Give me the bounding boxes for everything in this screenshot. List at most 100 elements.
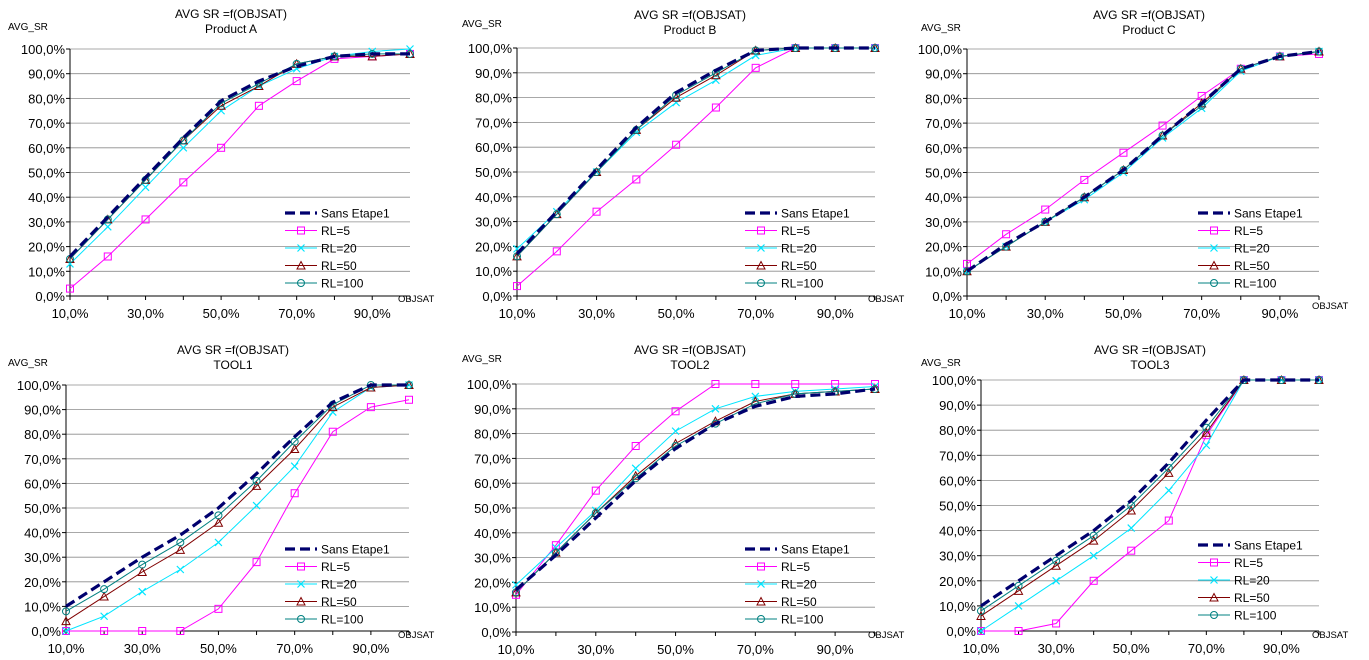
legend-entry: RL=100	[781, 613, 824, 627]
legend-marker	[1210, 279, 1218, 287]
series-rl-5	[62, 395, 413, 635]
data-point	[141, 215, 150, 224]
legend-entry: RL=5	[321, 224, 350, 238]
legend-marker	[297, 279, 305, 287]
y-tick-label: 80,0%	[474, 427, 511, 442]
legend: Sans Etape1 RL=5 RL=20 RL=50 RL=100	[1198, 207, 1303, 291]
legend-marker	[1209, 592, 1219, 602]
y-tick-label: 100,0%	[932, 373, 977, 388]
data-point	[176, 627, 185, 635]
series-line	[966, 49, 1320, 273]
y-tick-label: 40,0%	[939, 524, 976, 539]
data-point	[1051, 560, 1061, 570]
data-point	[1052, 576, 1061, 585]
y-tick-label: 90,0%	[474, 402, 511, 417]
legend-entry: RL=20	[1234, 242, 1270, 256]
y-tick-label: 70,0%	[925, 116, 962, 131]
x-tick-label: 10,0%	[949, 306, 986, 321]
series-line	[65, 383, 409, 608]
series-sans-etape1	[980, 378, 1319, 608]
data-point	[292, 77, 301, 86]
chart-subtitle: Product C	[1122, 23, 1176, 37]
series-sans-etape1	[68, 52, 410, 258]
data-point	[217, 143, 226, 152]
chart-subtitle: TOOL3	[1130, 358, 1169, 372]
series-rl-5	[512, 380, 879, 599]
y-tick-label: 30,0%	[925, 215, 962, 230]
chart-title: AVG SR =f(OBJSAT)	[175, 7, 287, 21]
x-tick-label: 30,0%	[577, 642, 614, 657]
series-rl-100	[513, 44, 879, 261]
data-point	[214, 511, 223, 520]
chart-panel-3: AVG SR =f(OBJSAT)Product C AVG_SR OBJSAT 0,…	[918, 8, 1349, 321]
x-tick-label: 70,0%	[737, 306, 774, 321]
data-point	[290, 462, 299, 471]
legend-entry: RL=5	[1234, 556, 1263, 570]
series-rl-50	[512, 42, 880, 261]
series-rl-50	[976, 374, 1324, 620]
data-point	[254, 101, 263, 110]
series-sans-etape1	[966, 49, 1320, 273]
data-point	[290, 489, 299, 498]
data-point	[963, 267, 971, 276]
x-tick-label: 30,0%	[124, 641, 161, 656]
data-point	[138, 587, 147, 596]
data-point	[751, 380, 760, 388]
chart-subtitle: Product A	[205, 22, 257, 36]
legend-entry: RL=50	[1234, 591, 1270, 605]
y-tick-label: 20,0%	[24, 575, 61, 590]
data-point	[711, 76, 720, 85]
data-point	[1080, 193, 1089, 202]
y-tick-label: 50,0%	[28, 166, 65, 181]
series-line	[66, 399, 410, 632]
data-point	[62, 607, 70, 616]
data-point	[1080, 175, 1089, 184]
legend-entry: RL=20	[1234, 574, 1270, 588]
legend-marker	[756, 596, 766, 606]
x-tick-label: 50,0%	[203, 306, 240, 321]
series-line	[966, 53, 1320, 265]
x-tick-label: 90,0%	[1261, 306, 1298, 321]
data-point	[252, 558, 261, 567]
y-tick-label: 0,0%	[35, 289, 65, 304]
data-point	[711, 404, 720, 413]
y-tick-label: 90,0%	[28, 67, 65, 82]
y-tick-label: 100,0%	[918, 42, 963, 57]
legend-marker	[297, 562, 305, 571]
y-tick-label: 40,0%	[475, 190, 512, 205]
data-point	[290, 437, 299, 446]
data-point	[176, 565, 185, 574]
y-tick-label: 90,0%	[939, 398, 976, 413]
data-point	[405, 395, 413, 404]
data-point	[1126, 505, 1137, 515]
y-tick-label: 30,0%	[939, 549, 976, 564]
x-tick-label: 10,0%	[498, 642, 535, 657]
series-rl-50	[61, 379, 414, 626]
legend-entry: RL=5	[321, 560, 350, 574]
data-point	[976, 610, 986, 620]
y-tick-label: 90,0%	[925, 67, 962, 82]
chart-panel-4: AVG SR =f(OBJSAT)TOOL1 AVG_SR OBJSAT 0,0% 10…	[8, 343, 434, 656]
legend-entry: Sans Etape1	[321, 207, 390, 221]
series-line	[65, 384, 410, 632]
series-rl-100	[62, 381, 413, 616]
x-axis-label: OBJSAT	[398, 630, 434, 641]
chart-subtitle: TOOL2	[670, 358, 709, 372]
y-tick-label: 30,0%	[474, 551, 511, 566]
series-sans-etape1	[514, 387, 876, 592]
y-tick-label: 0,0%	[946, 624, 976, 639]
y-tick-label: 60,0%	[925, 141, 962, 156]
y-tick-label: 20,0%	[475, 239, 512, 254]
x-tick-label: 10,0%	[52, 306, 89, 321]
legend-marker	[1210, 226, 1218, 235]
legend-entry: RL=5	[781, 224, 810, 238]
data-point	[552, 247, 561, 256]
series-line	[515, 386, 876, 586]
y-tick-label: 60,0%	[939, 473, 976, 488]
y-tick-label: 0,0%	[482, 289, 512, 304]
legend-marker	[757, 244, 765, 252]
y-tick-label: 40,0%	[24, 526, 61, 541]
legend-marker	[757, 615, 765, 623]
data-point	[1014, 581, 1023, 590]
x-tick-label: 30,0%	[578, 306, 615, 321]
